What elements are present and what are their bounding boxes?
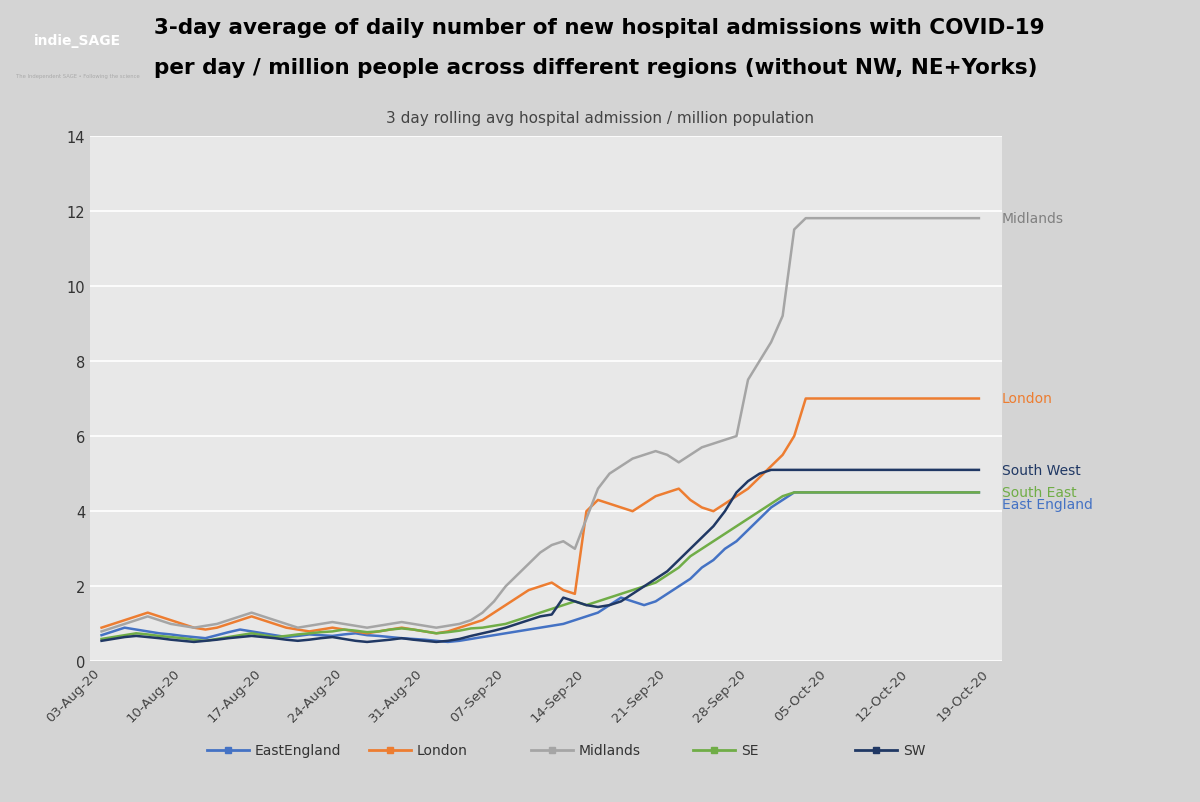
Text: Midlands: Midlands [1002, 212, 1064, 226]
Text: South East: South East [1002, 486, 1076, 500]
Text: Midlands: Midlands [580, 743, 641, 757]
Text: London: London [1002, 392, 1052, 406]
Text: London: London [418, 743, 468, 757]
Text: East England: East England [1002, 497, 1093, 511]
Text: per day / million people across different regions (without NW, NE+Yorks): per day / million people across differen… [154, 58, 1037, 78]
Text: EastEngland: EastEngland [256, 743, 342, 757]
Text: 3 day rolling avg hospital admission / million population: 3 day rolling avg hospital admission / m… [386, 111, 814, 126]
Text: SE: SE [742, 743, 758, 757]
Text: South West: South West [1002, 464, 1081, 477]
Text: indie_SAGE: indie_SAGE [34, 34, 121, 48]
Text: 3-day average of daily number of new hospital admissions with COVID-19: 3-day average of daily number of new hos… [154, 18, 1044, 38]
Text: The Independent SAGE • Following the science: The Independent SAGE • Following the sci… [16, 74, 139, 79]
Text: SW: SW [904, 743, 925, 757]
